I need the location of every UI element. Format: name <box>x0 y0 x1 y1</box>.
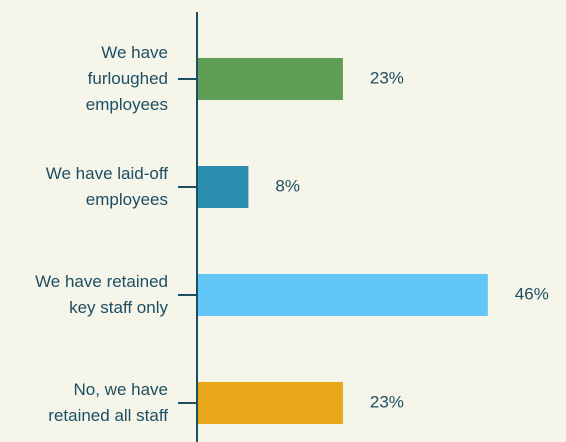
category-label-box: We have laid-off employees <box>0 132 168 242</box>
value-label: 23% <box>370 68 404 87</box>
category-label: We have furloughed employees <box>85 43 168 114</box>
bar <box>198 274 488 316</box>
value-label: 46% <box>515 284 549 303</box>
bar <box>198 166 249 208</box>
bar <box>198 58 343 100</box>
category-label: We have retained key staff only <box>35 272 168 317</box>
category-label: No, we have retained all staff <box>48 380 168 425</box>
value-label: 23% <box>370 392 404 411</box>
bar <box>198 382 343 424</box>
category-label-box: No, we have retained all staff <box>0 348 168 442</box>
category-label-box: We have furloughed employees <box>0 24 168 134</box>
value-label: 8% <box>275 176 300 195</box>
category-label: We have laid-off employees <box>45 164 168 209</box>
category-label-box: We have retained key staff only <box>0 240 168 350</box>
